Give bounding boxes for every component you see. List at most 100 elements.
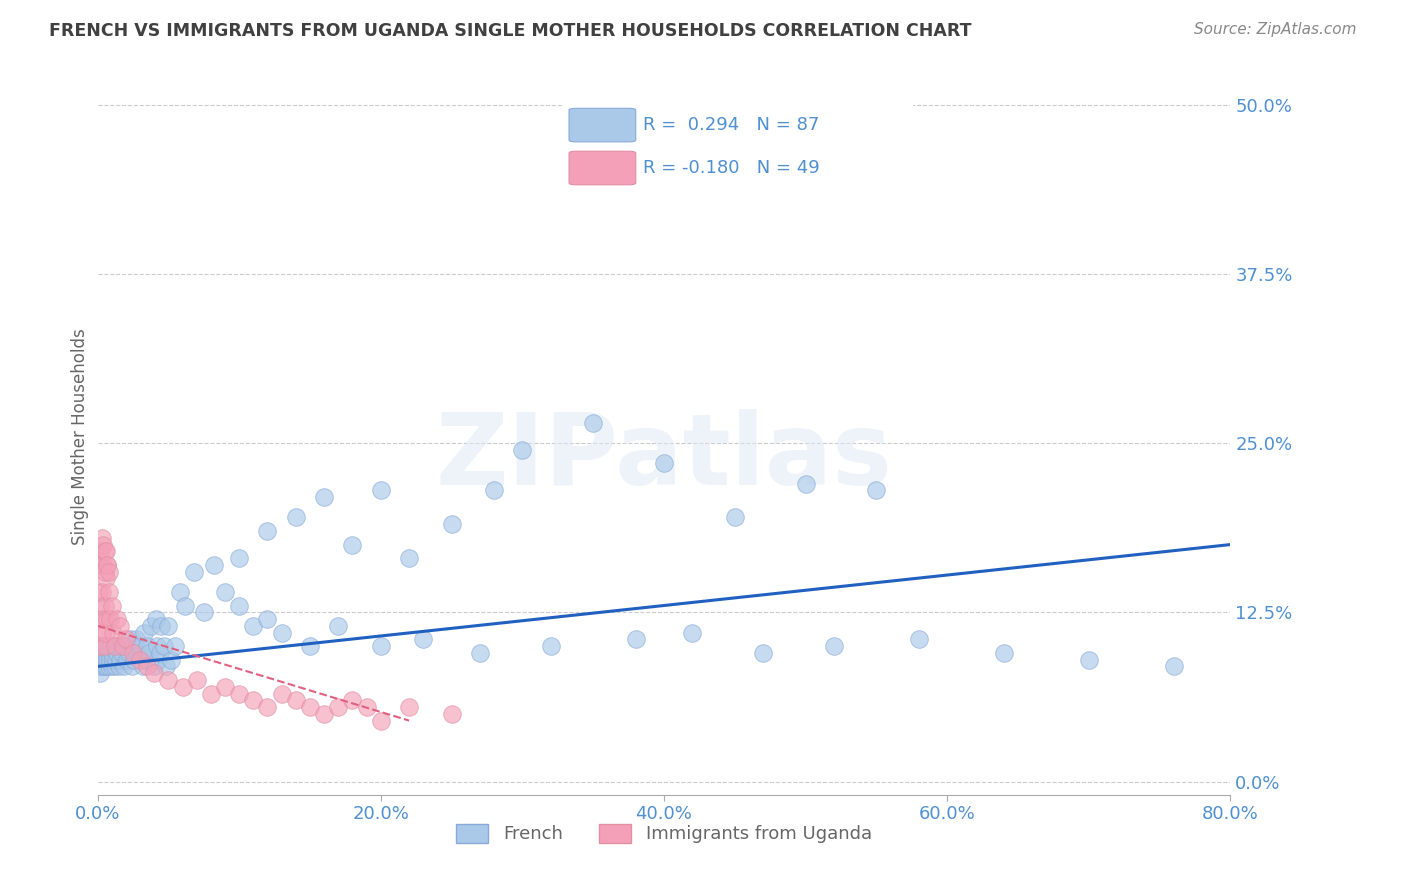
Point bbox=[87, 653, 110, 667]
Point bbox=[122, 639, 145, 653]
Point bbox=[89, 639, 111, 653]
Point bbox=[89, 653, 111, 667]
Point bbox=[96, 653, 118, 667]
Point bbox=[97, 565, 120, 579]
Point bbox=[398, 551, 420, 566]
Point bbox=[993, 646, 1015, 660]
Point bbox=[124, 653, 146, 667]
Point bbox=[129, 639, 152, 653]
Point bbox=[582, 416, 605, 430]
Point bbox=[342, 538, 364, 552]
Point bbox=[103, 659, 125, 673]
Point bbox=[97, 646, 120, 660]
Point bbox=[724, 510, 747, 524]
Point bbox=[89, 599, 111, 613]
Point bbox=[328, 619, 350, 633]
Point bbox=[111, 646, 134, 660]
Point bbox=[89, 544, 111, 558]
Point bbox=[93, 659, 115, 673]
Point bbox=[540, 639, 562, 653]
Point bbox=[482, 483, 505, 498]
Point bbox=[172, 680, 194, 694]
Point bbox=[115, 639, 138, 653]
Point bbox=[165, 639, 187, 653]
Point bbox=[96, 558, 118, 572]
Point bbox=[157, 619, 180, 633]
Point bbox=[90, 585, 112, 599]
Point bbox=[90, 659, 112, 673]
Point bbox=[129, 653, 152, 667]
Point bbox=[150, 619, 173, 633]
Point bbox=[652, 456, 675, 470]
Point bbox=[183, 565, 205, 579]
Point bbox=[125, 632, 148, 647]
Point bbox=[94, 659, 117, 673]
Point bbox=[328, 700, 350, 714]
Point bbox=[90, 646, 112, 660]
Point bbox=[103, 639, 125, 653]
Point bbox=[270, 686, 292, 700]
Point bbox=[91, 646, 114, 660]
Point bbox=[98, 653, 121, 667]
Text: Source: ZipAtlas.com: Source: ZipAtlas.com bbox=[1194, 22, 1357, 37]
Point bbox=[242, 693, 264, 707]
Point bbox=[186, 673, 208, 687]
Point bbox=[145, 612, 167, 626]
Point bbox=[108, 659, 131, 673]
Point bbox=[93, 599, 115, 613]
Point bbox=[314, 706, 336, 721]
Point bbox=[143, 659, 166, 673]
Point bbox=[440, 706, 463, 721]
Point bbox=[228, 686, 250, 700]
Point bbox=[143, 666, 166, 681]
Point bbox=[148, 653, 170, 667]
Point bbox=[202, 558, 225, 572]
Point bbox=[93, 565, 115, 579]
Point bbox=[141, 619, 163, 633]
Point bbox=[101, 653, 124, 667]
Point bbox=[136, 639, 159, 653]
Point bbox=[97, 659, 120, 673]
Point bbox=[93, 544, 115, 558]
Point bbox=[823, 639, 845, 653]
Point bbox=[440, 517, 463, 532]
Point bbox=[468, 646, 491, 660]
Point bbox=[174, 599, 197, 613]
Point bbox=[412, 632, 434, 647]
Point bbox=[91, 653, 114, 667]
Y-axis label: Single Mother Households: Single Mother Households bbox=[72, 328, 89, 545]
Point bbox=[87, 646, 110, 660]
Point bbox=[1163, 659, 1185, 673]
Point bbox=[89, 666, 111, 681]
Point bbox=[90, 639, 112, 653]
Point bbox=[398, 700, 420, 714]
Point bbox=[298, 639, 321, 653]
Point bbox=[370, 714, 392, 728]
Point bbox=[624, 632, 647, 647]
Point bbox=[96, 558, 118, 572]
Point bbox=[256, 524, 278, 538]
Point bbox=[908, 632, 931, 647]
Point bbox=[512, 442, 534, 457]
Point bbox=[135, 653, 157, 667]
Point bbox=[122, 646, 145, 660]
Point bbox=[146, 639, 169, 653]
Point bbox=[87, 585, 110, 599]
Text: ZIPatlas: ZIPatlas bbox=[436, 409, 893, 507]
Point bbox=[256, 612, 278, 626]
Point bbox=[94, 571, 117, 585]
Point bbox=[138, 646, 160, 660]
Legend: French, Immigrants from Uganda: French, Immigrants from Uganda bbox=[449, 816, 879, 851]
Point bbox=[681, 625, 703, 640]
Point bbox=[1077, 653, 1099, 667]
Point bbox=[160, 653, 183, 667]
Point bbox=[370, 639, 392, 653]
Point bbox=[93, 653, 115, 667]
Text: FRENCH VS IMMIGRANTS FROM UGANDA SINGLE MOTHER HOUSEHOLDS CORRELATION CHART: FRENCH VS IMMIGRANTS FROM UGANDA SINGLE … bbox=[49, 22, 972, 40]
Point bbox=[100, 599, 122, 613]
Point bbox=[91, 639, 114, 653]
Point bbox=[112, 639, 135, 653]
Point bbox=[91, 538, 114, 552]
Point bbox=[110, 619, 132, 633]
Point bbox=[94, 646, 117, 660]
